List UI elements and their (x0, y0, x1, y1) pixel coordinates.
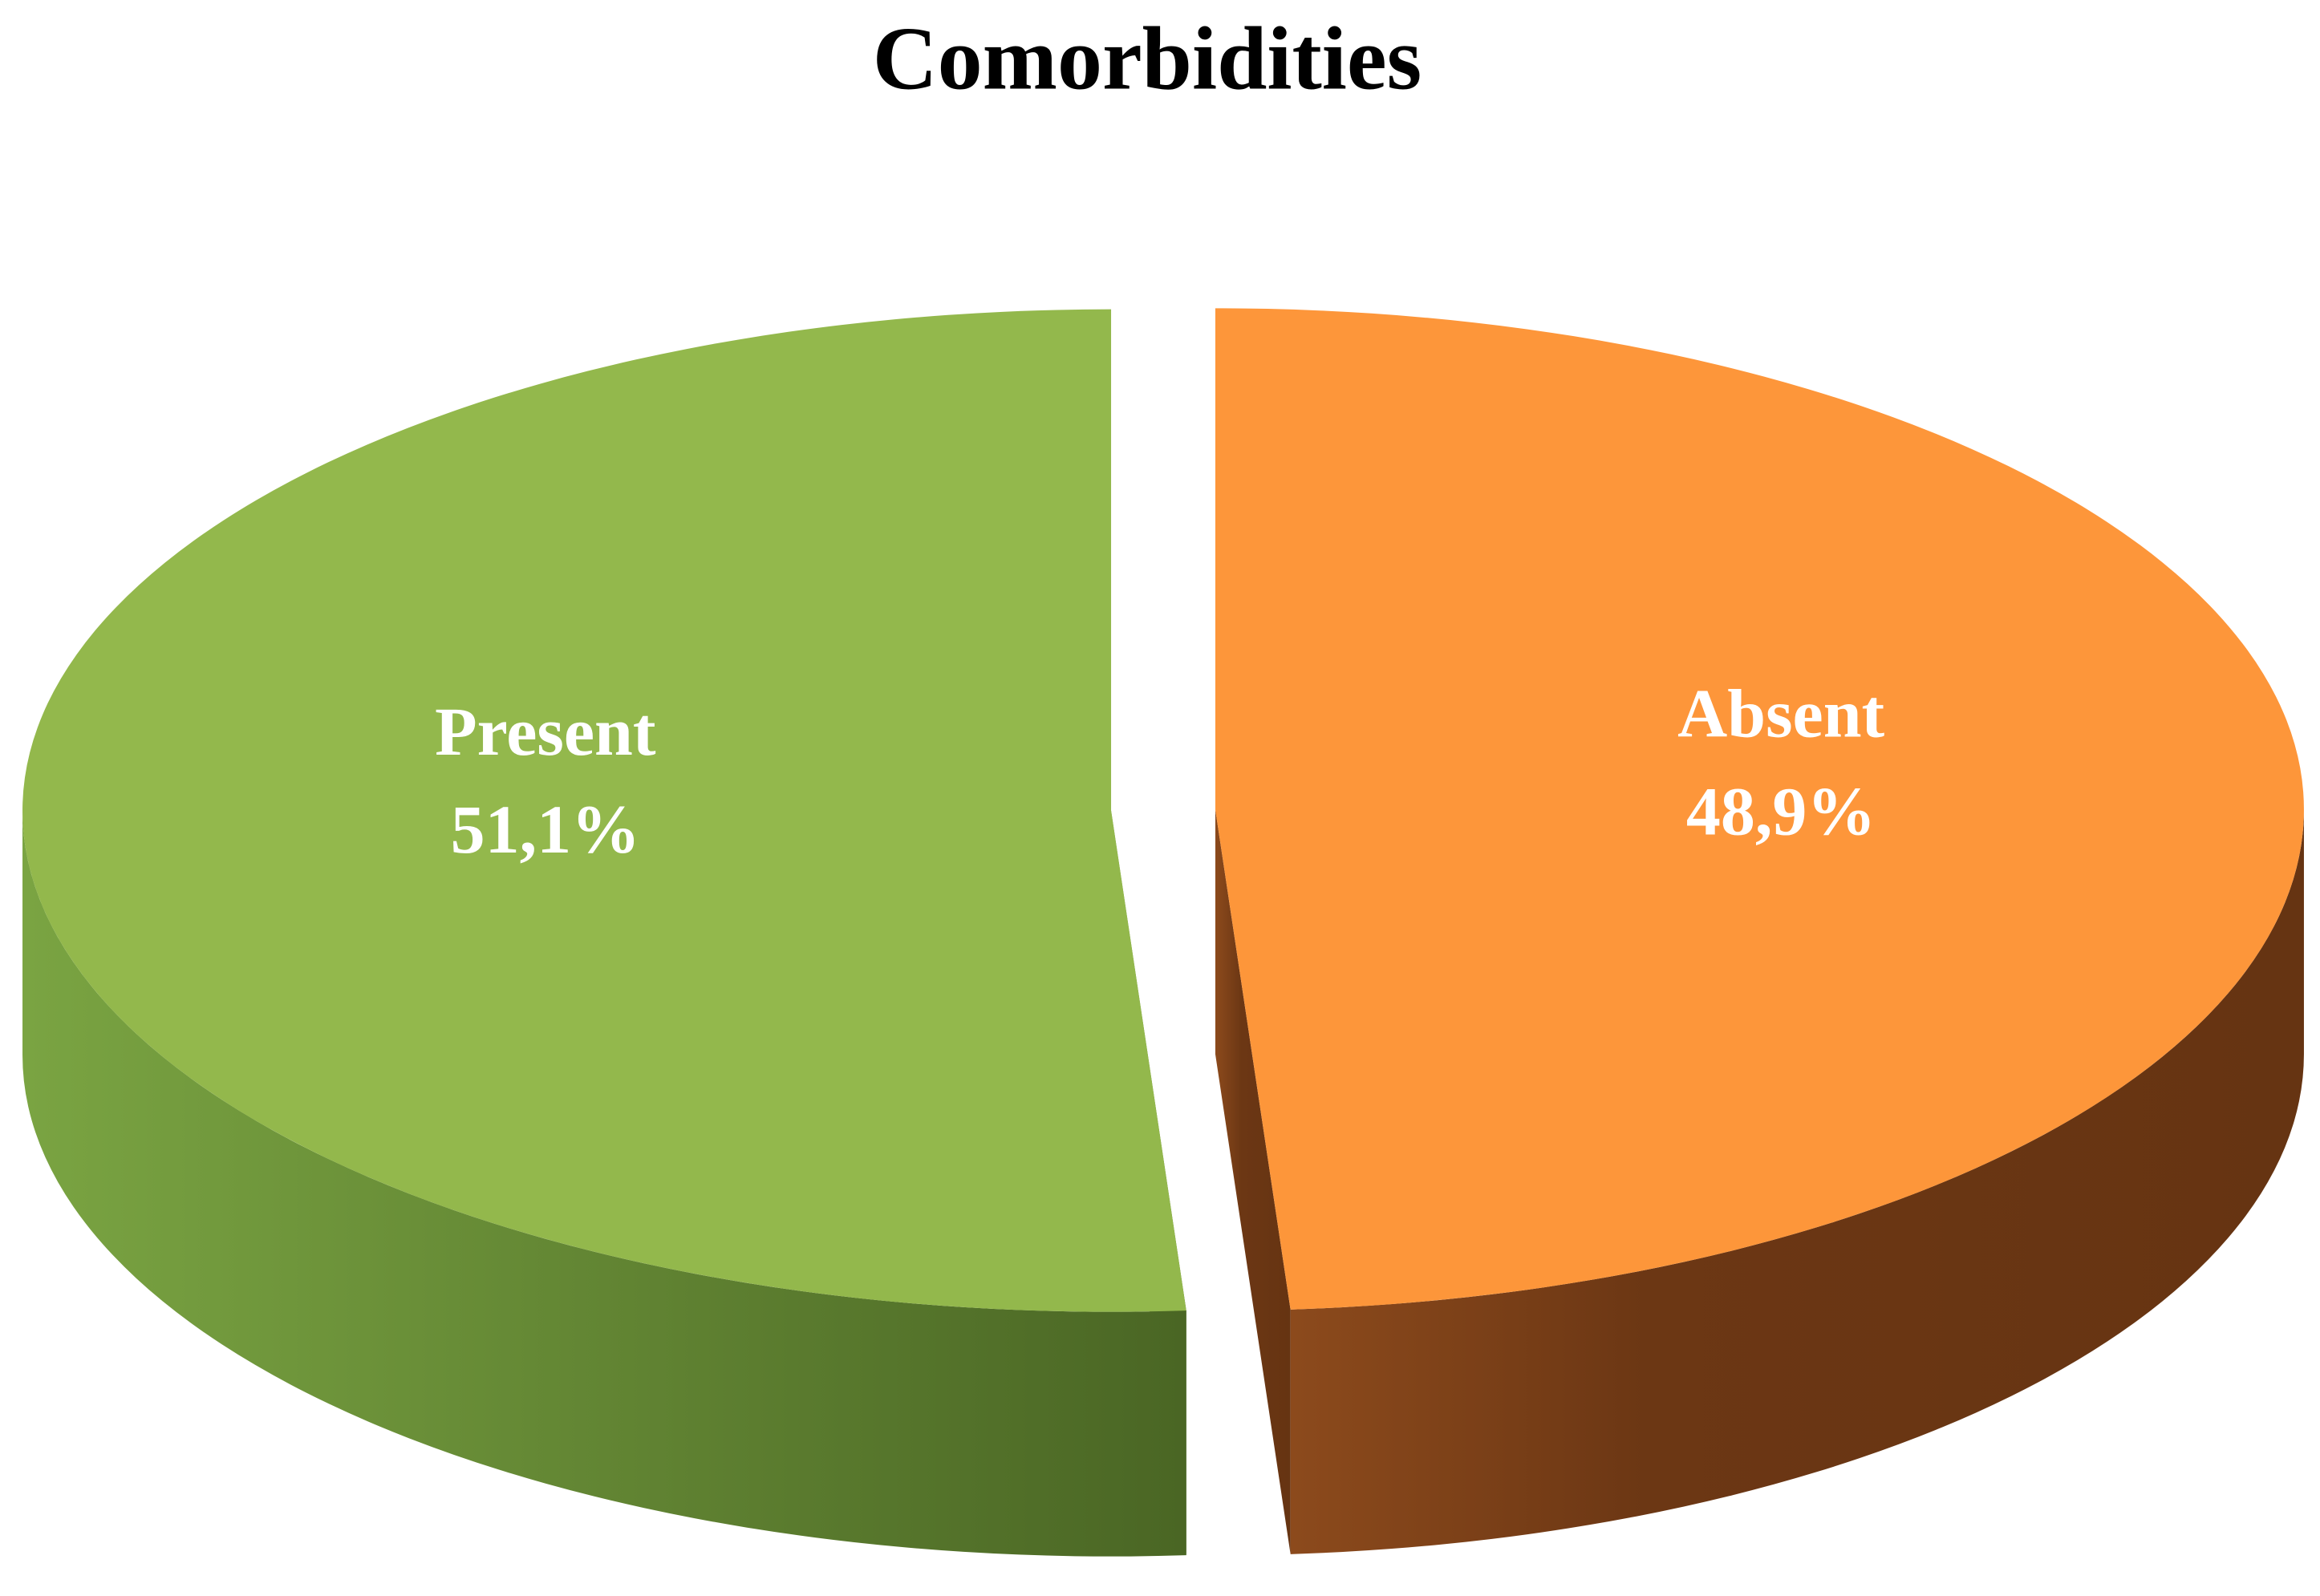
slice (1215, 308, 2304, 1310)
slice-label: Absent (1677, 674, 1884, 751)
slice (22, 309, 1186, 1312)
slice-side (22, 810, 1186, 1557)
slice-side (1290, 809, 2304, 1554)
slice-value-label: 51,1% (451, 791, 641, 868)
slice-label: Present (435, 693, 656, 770)
pie-labels: Present 51,1% Absent 48,9% (435, 674, 1884, 868)
chart-title: Comorbidities (873, 10, 1422, 109)
slice-cut-face (1215, 809, 1291, 1554)
pie-tops (22, 308, 2304, 1312)
slice-value-label: 48,9% (1686, 772, 1876, 849)
